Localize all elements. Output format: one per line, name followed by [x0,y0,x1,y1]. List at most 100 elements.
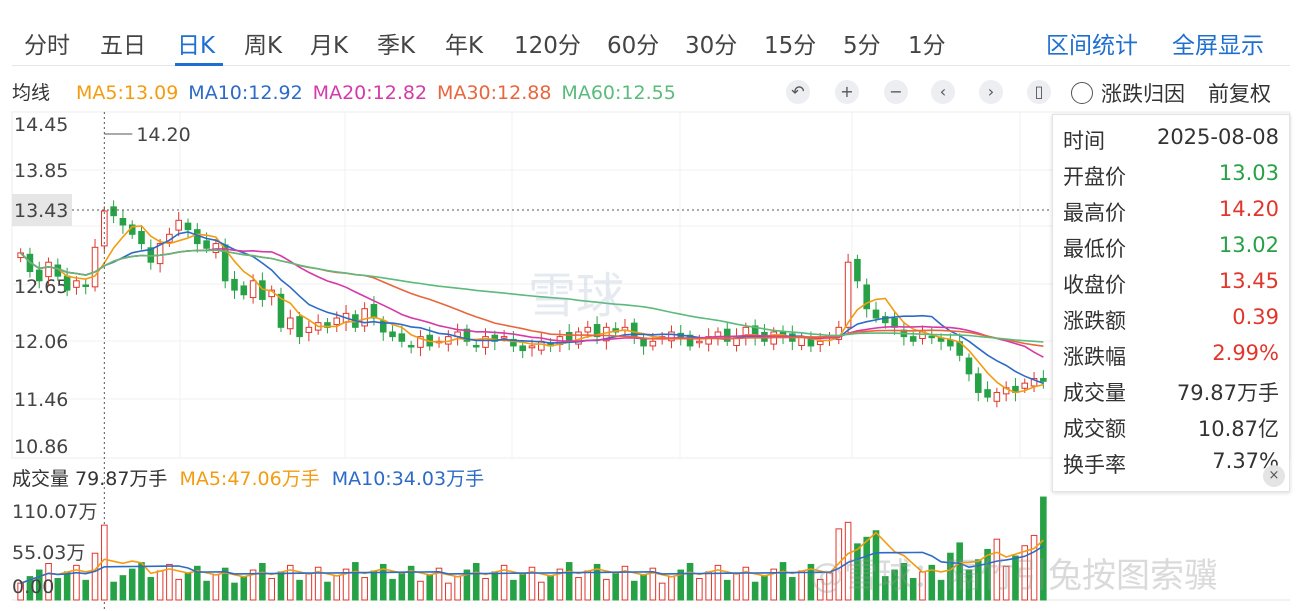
candle-body [119,217,127,226]
volume-bar [882,576,889,601]
candle-body [370,304,378,319]
candle-body [668,331,675,342]
candle-type-icon[interactable]: ▯ [1027,80,1051,104]
candle-body [45,261,52,278]
info-row: 成交量 79.87万手 [1063,377,1279,407]
candle-body [844,261,852,328]
info-key: 最高价 [1063,201,1126,225]
volume-bar [128,568,136,601]
volume-bar [417,580,424,601]
volume-bar [696,577,703,601]
candle-body [686,334,694,347]
adjust-select[interactable]: 前复权 [1208,82,1271,106]
volume-bar [900,563,908,601]
attribution-radio[interactable] [1071,82,1093,104]
price-axis-label: 11.46 [14,389,68,411]
volume-bar [937,579,945,601]
watermark: 雪球 [528,268,625,324]
info-key: 收盘价 [1063,273,1126,297]
volume-bar [472,563,480,601]
volume-bar [751,581,759,601]
volume-bar [361,577,368,601]
close-icon[interactable]: × [1263,465,1285,487]
info-row: 时间 2025-08-08 [1063,125,1279,155]
volume-bar [891,569,898,601]
tab-0[interactable]: 分时 [24,33,70,59]
info-row: 涨跌额 0.39 [1063,305,1279,335]
info-row: 最低价 13.02 [1063,233,1279,263]
tab-6[interactable]: 年K [445,33,484,59]
volume-bar [649,567,657,601]
price-pane-border [11,111,1291,459]
candle-body [696,340,703,344]
volume-bar [463,569,471,601]
volume-bar [166,563,173,601]
candle-body [1040,378,1047,382]
volume-bar [91,552,99,601]
prev-icon[interactable]: ‹ [931,80,955,104]
tab-3[interactable]: 周K [244,33,283,59]
tab-2[interactable]: 日K [177,33,216,59]
volume-bar [482,577,489,601]
candle-body [175,219,182,231]
volume-bar [733,573,740,601]
volume-bar [686,563,694,601]
ma-legend: 均线 MA5:13.09 MA10:12.92 MA20:12.82 MA30:12.8… [12,78,686,105]
tab-7[interactable]: 120分 [514,33,581,59]
volume-bar [779,562,787,601]
next-icon[interactable]: › [979,80,1003,104]
candle-body [379,320,387,333]
volume-bar [268,577,275,601]
volume-bar [798,570,805,601]
candle-body [472,344,480,348]
volume-bar [305,573,313,601]
candle-body [565,331,573,342]
tab-8[interactable]: 60分 [607,33,660,59]
price-axis-label: 12.65 [14,276,68,298]
volume-bar [286,564,294,601]
info-value: 0.39 [1232,305,1279,329]
volume-bar [658,582,666,601]
candle-body [407,344,415,348]
tab-12[interactable]: 1分 [908,33,946,59]
candle-body [863,284,870,310]
candle-body [63,275,71,291]
tab-4[interactable]: 月K [310,33,349,59]
tab-10[interactable]: 15分 [764,33,817,59]
volume-bar [593,563,601,601]
period-tabs: 分时 五日 日K 周K 月K 季K 年K 120分 60分 30分 15分 5分 1分 [12,18,1290,66]
tab-11[interactable]: 5分 [843,33,881,59]
candle-body [491,334,499,342]
volume-bar [630,580,638,601]
candle-body [35,269,43,282]
volume-bar [119,575,127,601]
interval-stats-button[interactable]: 区间统计 [1046,33,1138,59]
candle-body [723,328,731,342]
candle-body [110,206,117,217]
tab-1[interactable]: 五日 [100,33,146,59]
candle-body [240,285,248,296]
info-value: 10.87亿 [1197,417,1279,441]
volume-bar [872,530,880,601]
info-key: 涨跌幅 [1063,345,1126,369]
volume-bar [398,572,406,601]
zoom-in-icon[interactable]: + [835,80,859,104]
tab-5[interactable]: 季K [377,33,416,59]
volume-bar [538,581,545,601]
price-axis-label: 13.85 [14,160,68,182]
candle-body [91,246,99,288]
tab-9[interactable]: 30分 [685,33,738,59]
candle-body [984,389,991,398]
zoom-out-icon[interactable]: − [884,80,908,104]
candle-body [82,284,90,287]
volume-bar [519,573,526,601]
volume-bar [556,568,564,601]
candle-body [993,391,1001,402]
volume-bar [249,569,257,601]
fullscreen-button[interactable]: 全屏显示 [1172,33,1264,59]
candle-body [156,243,164,265]
undo-icon[interactable]: ↶ [786,80,810,104]
ma-line-60 [20,249,1044,343]
info-value: 2.99% [1212,341,1279,365]
